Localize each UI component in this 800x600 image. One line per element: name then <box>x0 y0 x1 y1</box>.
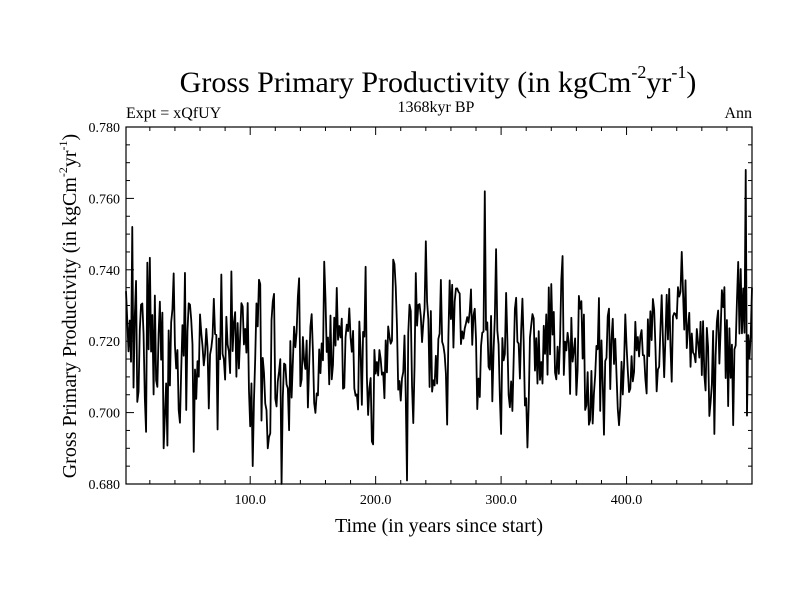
x-tick-label: 400.0 <box>611 493 643 508</box>
chart-title-sup2: -1 <box>671 62 686 82</box>
chart-title-mid: yr <box>646 66 671 99</box>
chart-title-sup1: -2 <box>631 62 646 82</box>
x-tick-label: 100.0 <box>234 493 266 508</box>
x-tick-label: 300.0 <box>485 493 517 508</box>
y-axis-label-mid: yr <box>59 150 81 167</box>
y-tick-label: 0.780 <box>89 121 121 136</box>
y-tick-label: 0.680 <box>89 478 121 493</box>
chart-title-main: Gross Primary Productivity (in kgCm <box>180 66 632 99</box>
y-axis-ticks: 0.680 0.700 0.720 0.740 0.760 0.780 <box>89 121 752 493</box>
y-axis-label-sup2: -1 <box>56 140 70 150</box>
period-subtitle: 1368kyr BP <box>398 99 475 116</box>
season-label: Ann <box>724 105 752 122</box>
y-tick-label: 0.740 <box>89 264 121 279</box>
y-axis-label-sup1: -2 <box>56 167 70 177</box>
x-axis-ticks: 100.0 200.0 300.0 400.0 <box>149 127 728 508</box>
chart-title: Gross Primary Productivity (in kgCm-2yr-… <box>180 62 697 99</box>
y-tick-label: 0.760 <box>89 192 121 207</box>
x-axis-label: Time (in years since start) <box>335 515 543 537</box>
y-axis-label-main: Gross Primary Productivity (in kgCm <box>59 177 81 479</box>
y-tick-label: 0.700 <box>89 407 121 422</box>
y-axis-label-end: ) <box>59 134 81 141</box>
experiment-label: Expt = xQfUY <box>126 105 222 122</box>
y-tick-label: 0.720 <box>89 335 121 350</box>
plot-frame <box>125 126 753 485</box>
y-axis-label: Gross Primary Productivity (in kgCm-2yr-… <box>56 134 81 478</box>
gpp-series-line <box>125 168 753 485</box>
chart-title-end: ) <box>686 66 696 99</box>
x-tick-label: 200.0 <box>360 493 392 508</box>
